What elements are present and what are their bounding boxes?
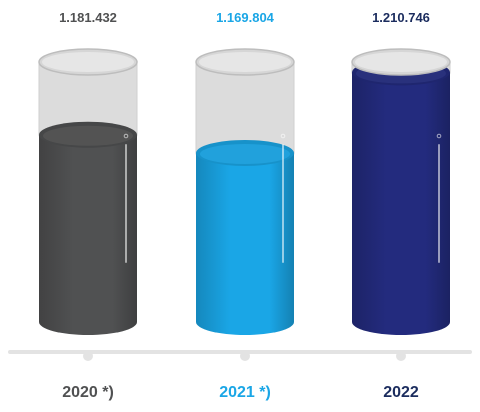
bar-3: 1.210.746 2022 <box>351 10 451 401</box>
liquid-body <box>39 134 137 335</box>
value-label: 1.181.432 <box>59 10 117 25</box>
value-label: 1.210.746 <box>372 10 430 25</box>
value-label: 1.169.804 <box>216 10 275 25</box>
reflection-dot <box>280 133 286 139</box>
bar-1: 1.181.432 2020 *) <box>38 10 138 401</box>
reflection-dot <box>436 133 442 139</box>
baseline-dot <box>83 351 93 361</box>
baseline-dot <box>396 351 406 361</box>
year-label: 2022 <box>383 384 419 401</box>
glass-rim-inner <box>199 52 291 72</box>
baseline-dot <box>240 351 250 361</box>
liquid-body <box>352 72 450 335</box>
liquid-surface-highlight <box>200 144 290 164</box>
glass-rim-inner <box>355 52 447 72</box>
year-label: 2020 *) <box>62 384 114 401</box>
liquid-body <box>196 153 294 335</box>
bar-2: 1.169.804 2021 *) <box>195 10 295 401</box>
liquid-surface-highlight <box>43 125 133 146</box>
reflection-dot <box>123 133 129 139</box>
glass-rim-inner <box>42 52 134 72</box>
year-label: 2021 *) <box>219 384 271 401</box>
